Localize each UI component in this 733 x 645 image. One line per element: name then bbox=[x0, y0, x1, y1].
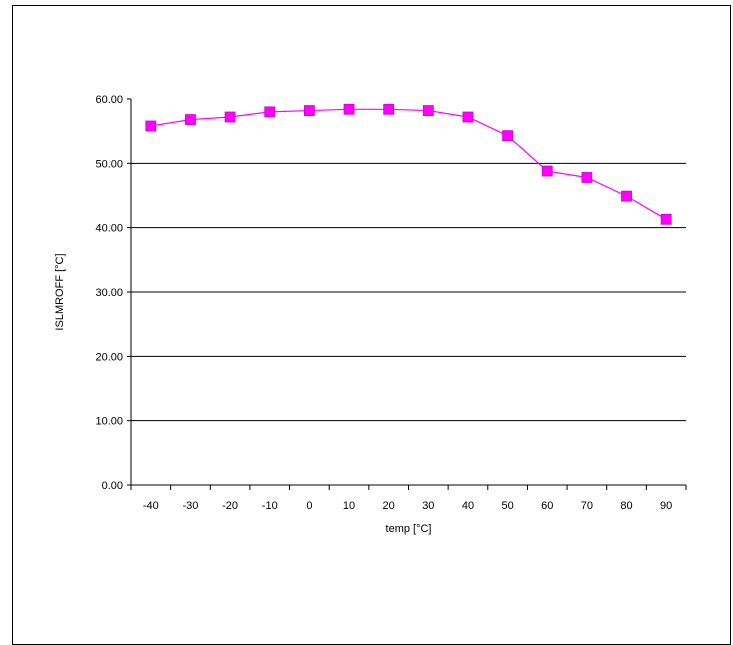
data-point-marker bbox=[264, 106, 276, 118]
series-line bbox=[150, 108, 667, 220]
data-point-marker bbox=[145, 120, 157, 132]
x-tick-label: 40 bbox=[462, 500, 474, 512]
x-tick-labels: -40 -30 -20 -10 0 10 20 30 40 50 60 70 80 90 bbox=[143, 500, 672, 512]
data-point-marker bbox=[581, 172, 593, 183]
x-tick-label: -30 bbox=[183, 500, 199, 512]
y-tick-label: 30.00 bbox=[95, 287, 123, 299]
y-tick-label: 20.00 bbox=[95, 351, 123, 363]
x-tick-label: 80 bbox=[620, 500, 632, 512]
data-point-marker bbox=[422, 105, 434, 116]
data-point-marker bbox=[224, 111, 236, 123]
x-tick-label: -20 bbox=[222, 500, 238, 512]
x-tick-label: -40 bbox=[143, 500, 159, 512]
x-tick-label: 50 bbox=[501, 500, 513, 512]
x-tick-label: 90 bbox=[660, 500, 672, 512]
y-tick-labels: 0.00 10.00 20.00 30.00 40.00 50.00 60.00 bbox=[95, 94, 123, 492]
y-tick-label: 60.00 bbox=[95, 94, 123, 106]
y-tick-label: 40.00 bbox=[95, 223, 123, 235]
x-tick-label: 20 bbox=[383, 500, 395, 512]
data-point-marker bbox=[541, 165, 553, 177]
y-tick-label: 10.00 bbox=[95, 416, 123, 428]
data-point-marker bbox=[462, 111, 474, 123]
data-point-marker bbox=[185, 114, 196, 125]
x-tick-label: 0 bbox=[306, 500, 312, 512]
data-point-marker bbox=[303, 105, 315, 116]
x-axis-title: temp [°C] bbox=[386, 523, 432, 535]
x-tick-label: 60 bbox=[541, 500, 553, 512]
x-tick-label: 10 bbox=[343, 500, 355, 512]
data-point-marker bbox=[343, 103, 355, 115]
data-point-marker bbox=[621, 190, 632, 202]
x-tick-label: -10 bbox=[262, 500, 278, 512]
x-tick-label: 70 bbox=[581, 500, 593, 512]
series bbox=[145, 103, 672, 225]
chart-frame: 0.00 10.00 20.00 30.00 40.00 50.00 60.00 -40 -3… bbox=[12, 5, 731, 645]
data-point-marker bbox=[383, 103, 395, 115]
y-tick-label: 50.00 bbox=[95, 158, 123, 170]
line-chart: 0.00 10.00 20.00 30.00 40.00 50.00 60.00 -40 -3… bbox=[54, 94, 687, 535]
axes bbox=[127, 98, 687, 490]
y-tick-label: 0.00 bbox=[102, 480, 123, 492]
y-axis-title: ISLMROFF [°C] bbox=[54, 253, 66, 330]
data-point-marker bbox=[660, 213, 672, 225]
gridlines bbox=[131, 162, 686, 422]
data-point-marker bbox=[502, 130, 514, 142]
x-tick-label: 30 bbox=[422, 500, 434, 512]
